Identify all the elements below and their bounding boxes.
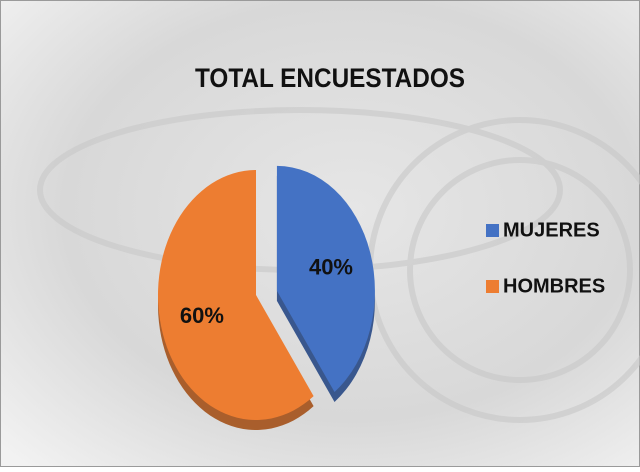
slice bbox=[158, 170, 314, 420]
slice bbox=[276, 165, 375, 393]
legend-swatch bbox=[486, 280, 499, 293]
data-label: 40% bbox=[309, 254, 353, 279]
chart-title: TOTAL ENCUESTADOS bbox=[195, 63, 465, 93]
legend-label: HOMBRES bbox=[503, 275, 605, 297]
legend-swatch bbox=[486, 224, 499, 237]
legend-label: MUJERES bbox=[503, 219, 600, 241]
data-label: 60% bbox=[180, 303, 224, 328]
